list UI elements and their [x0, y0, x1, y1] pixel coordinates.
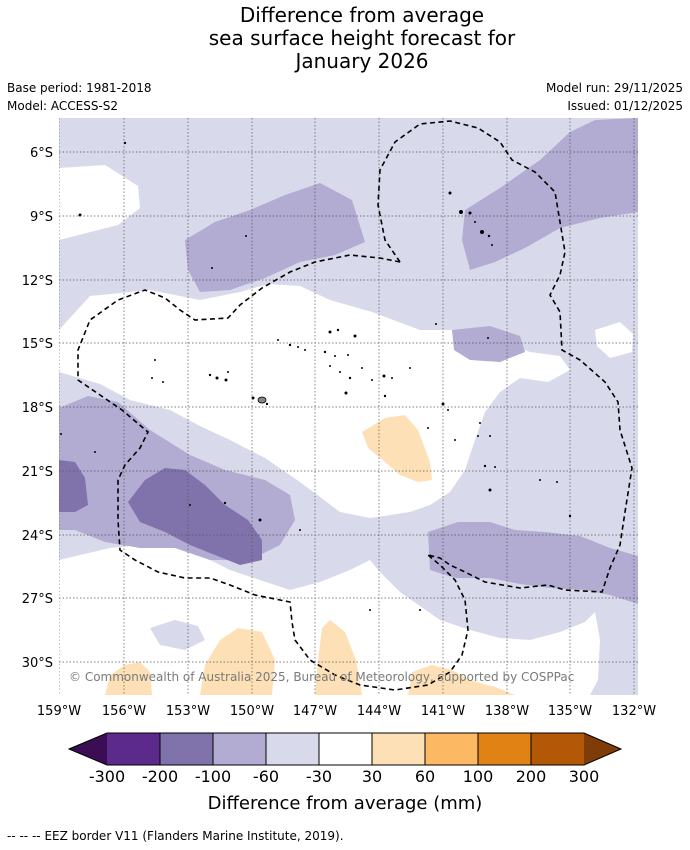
colorbar-bin-5: [319, 733, 372, 765]
neutral-region-south: [59, 545, 600, 695]
eez-legend-text: EEZ border V11 (Flanders Marine Institut…: [44, 829, 344, 843]
meta-left: Base period: 1981-2018 Model: ACCESS-S2: [7, 79, 152, 115]
lat-label-15s: 15°S: [22, 337, 53, 352]
colorbar-tick-4: -60: [253, 767, 279, 786]
issued-date: Issued: 01/12/2025: [567, 99, 683, 113]
longitude-labels: 159°W 156°W 153°W 150°W 147°W 144°W 141°…: [37, 704, 656, 719]
colorbar-bin-2: [160, 733, 213, 765]
anomaly-patch-northeast: [462, 118, 638, 270]
lat-label-27s: 27°S: [22, 592, 53, 607]
lat-label-6s: 6°S: [30, 146, 53, 161]
colorbar-tick-5: -30: [306, 767, 332, 786]
footer-legend: -- -- -- EEZ border V11 (Flanders Marine…: [7, 829, 344, 843]
colorbar-bin-4: [266, 733, 319, 765]
lon-label-132w: 132°W: [612, 704, 656, 719]
lon-label-153w: 153°W: [166, 704, 210, 719]
neutral-region-west: [59, 165, 140, 240]
colorbar-under-arrow: [69, 733, 107, 765]
strong-anomaly-west: [59, 460, 88, 512]
positive-anomaly-sw-3: [315, 620, 362, 695]
colorbar-outline: [67, 732, 623, 766]
colorbar-title: Difference from average (mm): [208, 793, 483, 814]
lat-label-21s: 21°S: [22, 465, 53, 480]
eez-border: [77, 120, 633, 691]
lon-label-156w: 156°W: [102, 704, 146, 719]
anomaly-patch-north: [185, 183, 365, 292]
colorbar-tick-8: 100: [463, 767, 494, 786]
colorbar-tick-9: 200: [516, 767, 547, 786]
lon-label-147w: 147°W: [293, 704, 337, 719]
colorbar-bin-1: [107, 733, 160, 765]
gridlines: [59, 118, 638, 695]
strong-anomaly-southwest: [128, 468, 262, 565]
positive-anomaly-sw-2: [200, 628, 275, 695]
lat-label-12s: 12°S: [22, 274, 53, 289]
lon-label-150w: 150°W: [230, 704, 274, 719]
anomaly-patch-southeast: [428, 522, 638, 604]
base-period: Base period: 1981-2018: [7, 81, 152, 95]
chart-title: Difference from average sea surface heig…: [0, 4, 690, 73]
colorbar-bin-9: [531, 733, 584, 765]
colorbar: -300 -200 -100 -60 -30 30 60 100 200 300…: [67, 732, 623, 814]
lon-label-135w: 135°W: [548, 704, 592, 719]
anomaly-patch-south: [150, 620, 205, 650]
colorbar-tick-3: -100: [195, 767, 231, 786]
colorbar-tick-1: -300: [89, 767, 125, 786]
model-name: Model: ACCESS-S2: [7, 99, 119, 113]
colorbar-tick-10: 300: [569, 767, 600, 786]
eez-legend-symbol: -- -- --: [7, 829, 41, 843]
colorbar-bin-8: [478, 733, 531, 765]
colorbar-bin-6: [372, 733, 425, 765]
lat-label-30s: 30°S: [22, 656, 53, 671]
latitude-labels: 6°S 9°S 12°S 15°S 18°S 21°S 24°S 27°S 30…: [22, 146, 53, 671]
lat-label-9s: 9°S: [30, 210, 53, 225]
lon-label-144w: 144°W: [357, 704, 401, 719]
lat-label-18s: 18°S: [22, 401, 53, 416]
colorbar-over-arrow: [584, 733, 621, 765]
title-line-1: Difference from average: [239, 3, 485, 27]
meta-right: Model run: 29/11/2025 Issued: 01/12/2025: [546, 79, 683, 115]
neutral-region-central: [59, 284, 570, 518]
lon-label-138w: 138°W: [485, 704, 529, 719]
positive-anomaly-south: [408, 665, 515, 695]
colorbar-tick-6: 30: [362, 767, 382, 786]
lon-label-159w: 159°W: [37, 704, 81, 719]
lon-label-141w: 141°W: [421, 704, 465, 719]
island-rarotonga: [257, 396, 267, 404]
title-line-2: sea surface height forecast for: [208, 26, 516, 50]
map-area: [59, 118, 638, 695]
colorbar-bin-7: [425, 733, 478, 765]
colorbar-tick-7: 60: [415, 767, 435, 786]
lat-label-24s: 24°S: [22, 529, 53, 544]
title-line-3: January 2026: [295, 49, 429, 73]
colorbar-bin-3: [213, 733, 266, 765]
model-run: Model run: 29/11/2025: [545, 81, 683, 95]
islands: [60, 141, 572, 611]
neutral-region-east: [595, 322, 633, 358]
positive-anomaly-central: [362, 415, 432, 482]
copyright-text: © Commonwealth of Australia 2025, Bureau…: [69, 670, 574, 684]
positive-anomaly-sw-1: [105, 662, 152, 695]
colorbar-tick-2: -200: [142, 767, 178, 786]
